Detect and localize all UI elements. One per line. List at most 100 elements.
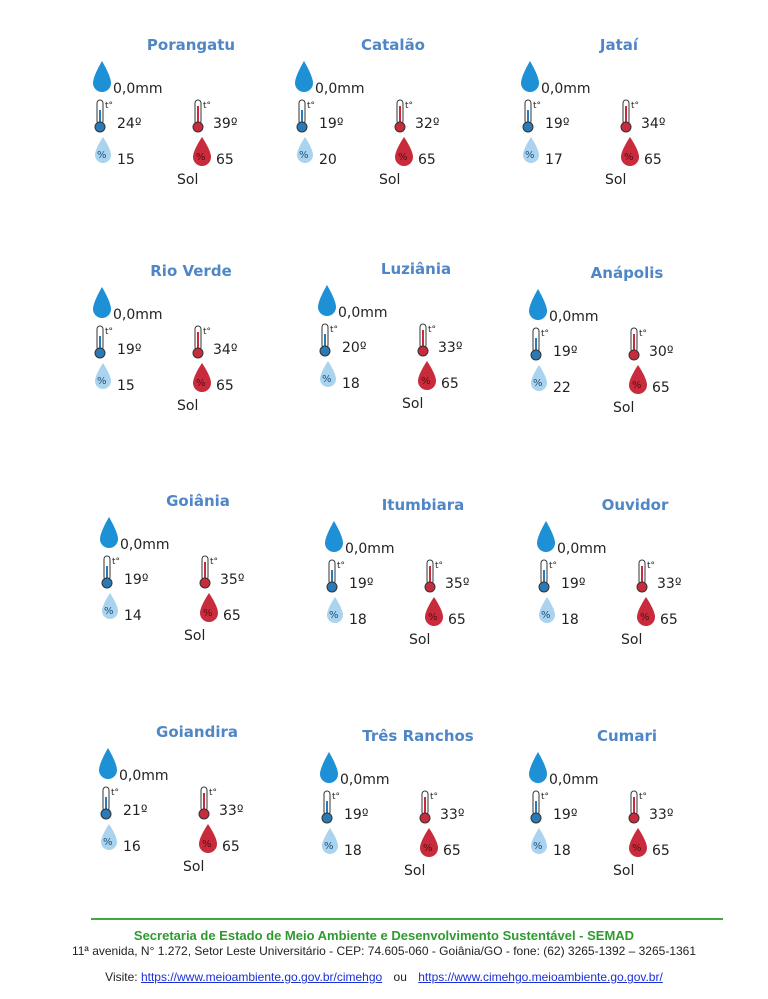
city-name: Três Ranchos	[362, 727, 474, 745]
city-card-ouvidor: Ouvidor 0,0mm t° 19º t° 33º % 18 % 65 So…	[535, 496, 705, 656]
thermometer-min-icon: t°	[94, 99, 113, 133]
humidity-min-value: 18	[344, 843, 362, 859]
city-card-goiandira: Goiandira 0,0mm t° 21º t° 33º % 16 % 65 …	[97, 723, 267, 883]
city-card-luziania: Luziânia 0,0mm t° 20º t° 33º % 18 % 65 S…	[316, 260, 486, 420]
rain-drop-icon	[295, 61, 313, 92]
thermometer-min-icon: t°	[319, 323, 338, 357]
svg-text:t°: t°	[330, 325, 338, 335]
sky-condition: Sol	[177, 172, 199, 188]
city-name: Rio Verde	[150, 262, 232, 280]
temp-max-value: 33º	[219, 803, 244, 819]
thermometer-max-icon: t°	[424, 559, 443, 593]
sky-condition: Sol	[605, 172, 627, 188]
humidity-min-icon: %	[322, 828, 338, 854]
humidity-min-icon: %	[101, 824, 117, 850]
thermometer-max-icon: t°	[620, 99, 639, 133]
humidity-min-value: 16	[123, 839, 141, 855]
humidity-min-icon: %	[539, 597, 555, 623]
svg-text:t°: t°	[112, 557, 120, 567]
humidity-min-value: 15	[117, 378, 135, 394]
humidity-max-icon: %	[629, 365, 647, 394]
svg-text:%: %	[428, 612, 438, 623]
temp-min-value: 19º	[349, 576, 374, 592]
thermometer-min-icon: t°	[530, 790, 549, 824]
humidity-min-icon: %	[320, 361, 336, 387]
sky-condition: Sol	[613, 400, 635, 416]
svg-text:t°: t°	[647, 561, 655, 571]
svg-text:%: %	[421, 376, 431, 387]
svg-text:%: %	[324, 841, 334, 852]
svg-text:t°: t°	[430, 792, 438, 802]
svg-text:%: %	[104, 606, 114, 617]
thermometer-max-icon: t°	[192, 99, 211, 133]
rain-drop-icon	[320, 752, 338, 783]
cimehgo-link-2[interactable]: https://www.cimehgo.meioambiente.go.gov.…	[418, 970, 663, 984]
svg-text:%: %	[632, 843, 642, 854]
thermometer-min-icon: t°	[326, 559, 345, 593]
svg-text:%: %	[423, 843, 433, 854]
sky-condition: Sol	[621, 632, 643, 648]
temp-max-value: 33º	[438, 340, 463, 356]
svg-text:t°: t°	[307, 101, 315, 111]
temp-min-value: 19º	[124, 572, 149, 588]
svg-text:t°: t°	[332, 792, 340, 802]
svg-text:t°: t°	[533, 101, 541, 111]
or-separator: ou	[393, 970, 407, 984]
temp-max-value: 35º	[220, 572, 245, 588]
svg-text:t°: t°	[631, 101, 639, 111]
humidity-max-value: 65	[216, 378, 234, 394]
rain-value: 0,0mm	[557, 541, 607, 557]
city-card-tres-ranchos: Três Ranchos 0,0mm t° 19º t° 33º % 18 % …	[318, 727, 488, 887]
humidity-max-value: 65	[443, 843, 461, 859]
humidity-min-icon: %	[327, 597, 343, 623]
city-card-anapolis: Anápolis 0,0mm t° 19º t° 30º % 22 % 65 S…	[527, 264, 697, 424]
city-name: Luziânia	[380, 260, 452, 278]
svg-text:t°: t°	[210, 557, 218, 567]
city-name: Jataí	[599, 36, 639, 54]
cimehgo-link-1[interactable]: https://www.meioambiente.go.gov.br/cimeh…	[140, 970, 383, 984]
humidity-min-value: 15	[117, 152, 135, 168]
rain-value: 0,0mm	[113, 307, 163, 323]
humidity-max-icon: %	[637, 597, 655, 626]
rain-drop-icon	[99, 748, 117, 779]
thermometer-max-icon: t°	[628, 790, 647, 824]
rain-drop-icon	[537, 521, 555, 552]
thermometer-min-icon: t°	[321, 790, 340, 824]
svg-text:%: %	[103, 837, 113, 848]
sky-condition: Sol	[183, 859, 205, 875]
city-card-catalao: Catalão 0,0mm t° 19º t° 32º % 20 % 65 So…	[293, 36, 463, 196]
temp-max-value: 33º	[440, 807, 465, 823]
footer-links: Visite: https://www.meioambiente.go.gov.…	[0, 970, 768, 984]
svg-text:%: %	[322, 374, 332, 385]
humidity-max-icon: %	[425, 597, 443, 626]
temp-max-value: 30º	[649, 344, 674, 360]
svg-text:t°: t°	[639, 329, 647, 339]
svg-text:t°: t°	[541, 792, 549, 802]
humidity-max-icon: %	[193, 137, 211, 166]
humidity-max-value: 65	[222, 839, 240, 855]
sky-condition: Sol	[184, 628, 206, 644]
svg-text:%: %	[640, 612, 650, 623]
sky-condition: Sol	[404, 863, 426, 879]
thermometer-min-icon: t°	[100, 786, 119, 820]
temp-max-value: 34º	[641, 116, 666, 132]
thermometer-max-icon: t°	[628, 327, 647, 361]
rain-value: 0,0mm	[345, 541, 395, 557]
humidity-min-icon: %	[523, 137, 539, 163]
humidity-max-icon: %	[418, 361, 436, 390]
humidity-max-value: 65	[660, 612, 678, 628]
temp-max-value: 32º	[415, 116, 440, 132]
svg-text:t°: t°	[428, 325, 436, 335]
thermometer-max-icon: t°	[419, 790, 438, 824]
sky-condition: Sol	[379, 172, 401, 188]
temp-max-value: 33º	[657, 576, 682, 592]
temp-min-value: 19º	[545, 116, 570, 132]
humidity-max-value: 65	[441, 376, 459, 392]
humidity-max-value: 65	[652, 843, 670, 859]
humidity-min-icon: %	[95, 363, 111, 389]
humidity-max-value: 65	[652, 380, 670, 396]
humidity-min-icon: %	[297, 137, 313, 163]
svg-text:%: %	[632, 380, 642, 391]
rain-drop-icon	[325, 521, 343, 552]
humidity-max-value: 65	[448, 612, 466, 628]
